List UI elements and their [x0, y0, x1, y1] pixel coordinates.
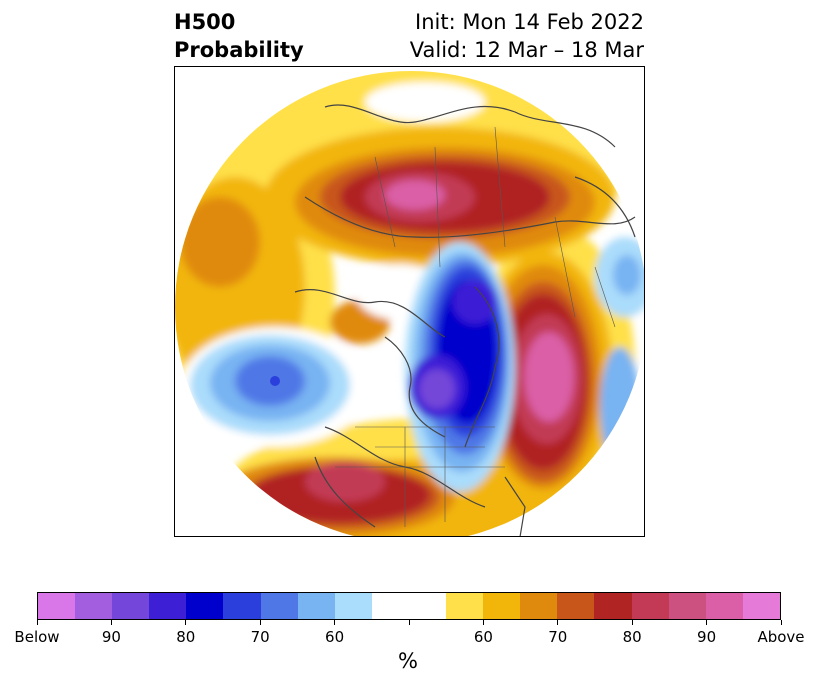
- colorbar-swatch: [742, 593, 780, 619]
- colorbar-swatch: [112, 593, 150, 619]
- colorbar-tick-mark: [334, 620, 336, 625]
- colorbar-tick-label: 80: [622, 628, 642, 646]
- colorbar-swatch: [297, 593, 335, 619]
- colorbar-unit: %: [398, 649, 418, 673]
- colorbar-swatch: [520, 593, 558, 619]
- colorbar-swatch: [223, 593, 261, 619]
- colorbar: [37, 592, 781, 620]
- colorbar-tick-label: Below: [14, 628, 60, 646]
- init-date: Init: Mon 14 Feb 2022: [415, 10, 644, 34]
- colorbar-swatch: [371, 593, 409, 619]
- map-panel: [174, 66, 645, 537]
- title-line-h500: H500: [174, 10, 236, 34]
- colorbar-tick-mark: [259, 620, 261, 625]
- borders: [335, 126, 616, 527]
- colorbar-swatch: [446, 593, 484, 619]
- colorbar-tick-mark: [706, 620, 708, 625]
- probability-map: [175, 71, 644, 536]
- colorbar-swatch: [408, 593, 447, 619]
- colorbar-swatch: [260, 593, 298, 619]
- colorbar-tick-mark: [482, 620, 484, 625]
- colorbar-tick-label: 70: [548, 628, 568, 646]
- probability-field: [175, 71, 644, 536]
- colorbar-swatch: [38, 593, 76, 619]
- colorbar-swatch: [705, 593, 743, 619]
- colorbar-tick-label: 90: [697, 628, 717, 646]
- colorbar-tick-label: 70: [250, 628, 270, 646]
- colorbar-swatch: [483, 593, 521, 619]
- colorbar-tick-label: 60: [325, 628, 345, 646]
- colorbar-tick-mark: [36, 620, 38, 625]
- colorbar-swatch: [557, 593, 595, 619]
- colorbar-tick-label: 80: [176, 628, 196, 646]
- colorbar-tick-mark: [557, 620, 559, 625]
- colorbar-tick-label: Above: [757, 628, 805, 646]
- colorbar-tick-mark: [408, 620, 410, 625]
- colorbar-swatch: [668, 593, 706, 619]
- colorbar-tick-mark: [631, 620, 633, 625]
- colorbar-swatch: [594, 593, 632, 619]
- colorbar-tick-mark: [185, 620, 187, 625]
- valid-dates: Valid: 12 Mar – 18 Mar: [409, 38, 644, 62]
- colorbar-swatch: [75, 593, 113, 619]
- colorbar-swatch: [334, 593, 372, 619]
- colorbar-swatch: [631, 593, 669, 619]
- colorbar-swatch: [186, 593, 224, 619]
- colorbar-swatch: [149, 593, 187, 619]
- title-line-probability: Probability: [174, 38, 304, 62]
- date-info: Init: Mon 14 Feb 2022 Valid: 12 Mar – 18…: [410, 8, 644, 64]
- colorbar-tick-label: 90: [101, 628, 121, 646]
- colorbar-tick-label: 60: [473, 628, 493, 646]
- map-title: H500 Probability: [174, 8, 304, 64]
- colorbar-tick-mark: [110, 620, 112, 625]
- colorbar-tick-mark: [780, 620, 782, 625]
